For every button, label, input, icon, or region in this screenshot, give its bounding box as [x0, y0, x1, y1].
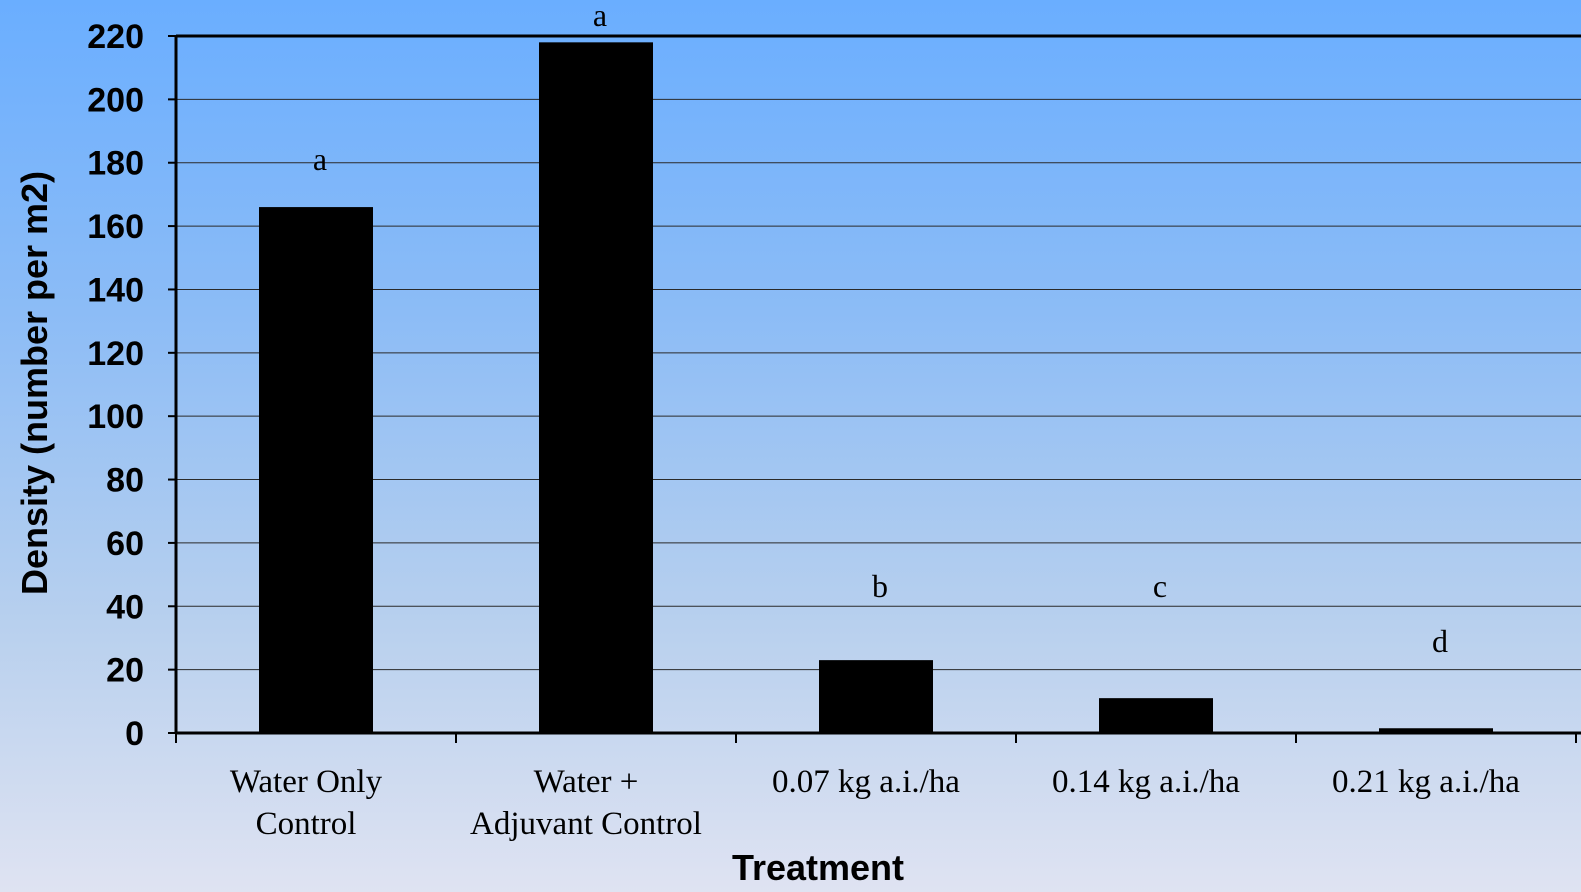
y-tick-label: 140	[87, 271, 144, 309]
y-tick-label: 180	[87, 145, 144, 183]
x-category-label: Control	[256, 806, 357, 842]
bar	[259, 207, 373, 734]
bar	[1099, 698, 1213, 733]
x-category-label: Adjuvant Control	[470, 806, 702, 842]
significance-letter: d	[1432, 623, 1448, 659]
y-tick-label: 220	[87, 18, 144, 56]
x-axis-title: Treatment	[732, 847, 904, 888]
y-tick-label: 200	[87, 81, 144, 119]
bar	[819, 660, 933, 733]
significance-letter: c	[1153, 568, 1167, 604]
significance-letter: a	[313, 141, 327, 177]
x-category-label: 0.14 kg a.i./ha	[1052, 764, 1240, 800]
bar	[1379, 728, 1493, 733]
x-category-label: 0.21 kg a.i./ha	[1332, 764, 1520, 800]
bars	[259, 42, 1493, 734]
y-tick-label: 80	[106, 462, 144, 500]
y-tick-label: 120	[87, 335, 144, 373]
significance-letter: b	[872, 568, 888, 604]
x-category-label: Water Only	[230, 764, 383, 800]
significance-letter: a	[593, 0, 607, 33]
y-tick-label: 40	[106, 588, 144, 626]
y-tick-label: 160	[87, 208, 144, 246]
bar	[539, 42, 653, 733]
labels: 0 20 40 60 80 100 120 140 160 180 200 220 a Water Onl…	[87, 0, 1520, 842]
y-tick-label: 60	[106, 525, 144, 563]
x-category-label: 0.07 kg a.i./ha	[772, 764, 960, 800]
y-tick-label: 100	[87, 398, 144, 436]
x-category-label: Water +	[534, 764, 639, 800]
y-axis-title: Density (number per m2)	[14, 171, 55, 595]
y-tick-label: 20	[106, 652, 144, 690]
axes	[168, 34, 1581, 743]
y-tick-label: 0	[125, 715, 144, 753]
